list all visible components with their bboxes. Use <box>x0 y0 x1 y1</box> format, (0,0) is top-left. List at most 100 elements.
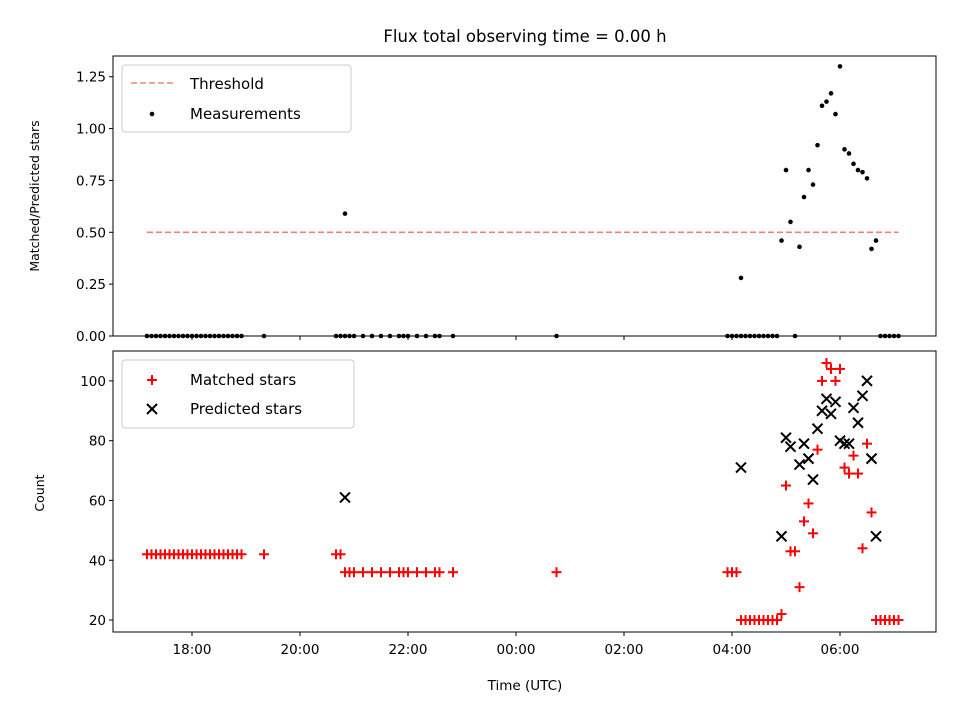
matched-star-point <box>866 507 877 518</box>
x-tick-label: 22:00 <box>389 642 428 658</box>
matched-star-point <box>551 567 562 578</box>
x-tick-label: 00:00 <box>497 642 536 658</box>
matched-legend-swatch <box>147 375 157 385</box>
predicted-star-point <box>847 402 860 414</box>
matched-star-point <box>358 567 368 578</box>
matched-star-point <box>830 375 841 386</box>
matched-star-point <box>803 498 814 509</box>
matched-star-point <box>812 444 823 455</box>
measurement-point <box>810 182 816 187</box>
bottom-y-tick-label: 60 <box>89 493 106 509</box>
predicted-star-stroke-b <box>856 390 869 402</box>
bottom-y-tick-label: 20 <box>89 613 106 629</box>
measurement-point <box>342 211 348 216</box>
x-tick-label: 06:00 <box>821 642 860 658</box>
measurement-point <box>738 275 744 281</box>
matched-star-point <box>376 567 386 578</box>
measurement-point <box>855 167 861 173</box>
measurement-point <box>842 147 847 152</box>
predicted-star-stroke-b <box>339 491 351 504</box>
matched-star-point <box>893 615 904 626</box>
predicted-star-point <box>735 461 747 474</box>
predicted-star-point <box>802 452 815 465</box>
matched-star-point <box>799 516 809 527</box>
measurement-point <box>801 194 807 200</box>
predicted-star-point <box>829 396 842 408</box>
measurements-legend-swatch <box>149 111 155 117</box>
matched-star-point <box>434 567 445 578</box>
matched-star-point <box>335 549 346 560</box>
x-tick-label: 18:00 <box>173 642 212 658</box>
matched-star-point <box>731 567 742 578</box>
predicted-star-stroke-b <box>802 452 815 465</box>
predicted-star-stroke-b <box>825 408 837 420</box>
measurement-point <box>779 238 784 243</box>
predicted-star-point <box>820 393 833 405</box>
matched-star-point <box>385 567 395 578</box>
bottom-legend-box <box>121 359 355 429</box>
predicted-star-stroke-b <box>793 458 806 471</box>
predicted-star-point <box>780 431 792 444</box>
predicted-star-point <box>816 405 828 417</box>
matched-star-point <box>448 567 458 578</box>
predicted-star-stroke-b <box>865 452 878 465</box>
matched-star-point <box>349 567 359 578</box>
predicted-star-stroke-b <box>861 375 873 387</box>
matched-star-point <box>826 363 836 374</box>
top-y-axis-label: Matched/Predicted stars <box>27 120 42 271</box>
chart-title: Flux total observing time = 0.00 h <box>383 27 666 46</box>
matched-star-point <box>236 549 247 560</box>
threshold-legend-label: Threshold <box>189 75 264 93</box>
predicted-star-point <box>852 417 864 429</box>
predicted-star-stroke-b <box>829 396 842 408</box>
bottom-y-axis-label: Count <box>32 474 47 511</box>
bottom-panel: Count Time (UTC) Matched stars Predicted… <box>32 350 937 694</box>
matched-star-point <box>794 582 805 593</box>
matched-star-point <box>821 357 832 368</box>
matched-star-point <box>403 567 413 578</box>
bottom-plot-frame <box>112 350 937 633</box>
measurement-point <box>846 151 852 156</box>
measurement-point <box>788 219 793 225</box>
predicted-star-stroke-b <box>847 402 860 414</box>
measurement-point <box>851 161 856 167</box>
matched-star-point <box>862 438 872 449</box>
predicted-star-point <box>870 530 882 543</box>
measurement-point <box>815 142 820 148</box>
matched-star-point <box>844 468 854 479</box>
predicted-star-stroke-b <box>807 473 819 486</box>
predicted-star-point <box>825 408 837 420</box>
matched-star-point <box>776 609 787 620</box>
measurement-point <box>828 91 834 96</box>
predicted-star-point <box>861 375 873 387</box>
x-tick-label: 04:00 <box>713 642 752 658</box>
matched-star-point <box>853 468 863 479</box>
matched-star-point <box>835 363 845 374</box>
x-tick-label: 20:00 <box>281 642 320 658</box>
predicted-star-stroke-b <box>843 437 855 450</box>
predicted-star-point <box>865 452 878 465</box>
predicted-star-stroke-b <box>870 530 882 543</box>
predicted-star-point <box>843 437 855 450</box>
measurement-point <box>837 64 843 69</box>
matched-legend-label: Matched stars <box>190 371 296 389</box>
x-tick-label: 02:00 <box>605 642 644 658</box>
measurement-point <box>873 238 879 243</box>
measurement-point <box>819 103 825 109</box>
matched-star-point <box>772 615 782 626</box>
predicted-star-stroke-b <box>838 437 851 450</box>
predicted-star-stroke-b <box>811 423 824 435</box>
predicted-star-point <box>798 437 810 450</box>
predicted-star-point <box>775 530 788 543</box>
measurement-point <box>864 176 870 181</box>
matched-star-point <box>817 375 827 386</box>
predicted-star-stroke-b <box>816 405 828 417</box>
matched-star-point <box>367 567 377 578</box>
top-y-tick-label: 1.00 <box>76 122 106 138</box>
predicted-star-stroke-b <box>834 434 846 447</box>
predicted-star-stroke-b <box>820 393 833 405</box>
measurement-point <box>833 111 838 117</box>
top-y-tick-label: 0.25 <box>76 277 106 293</box>
bottom-plot-area <box>142 357 904 626</box>
bottom-y-tick-label: 80 <box>89 434 106 450</box>
